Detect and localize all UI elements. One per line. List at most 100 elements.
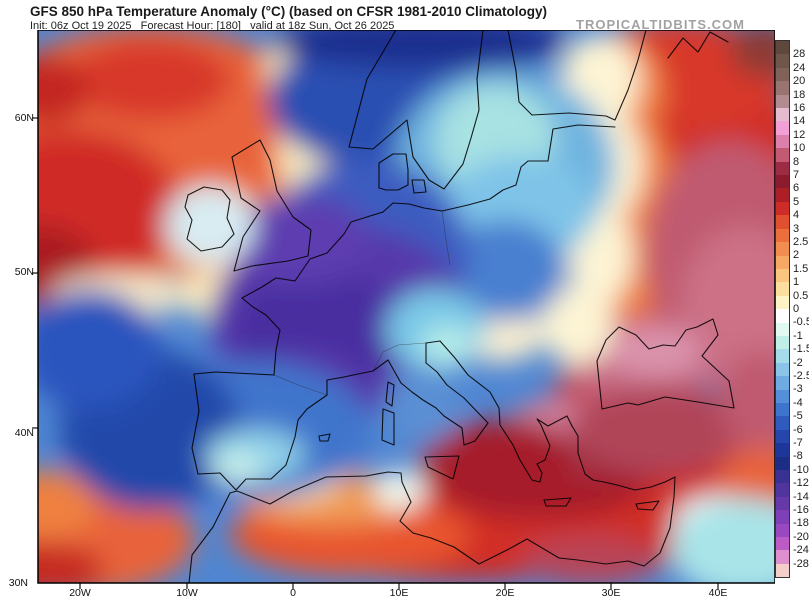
lat-label-60n: 60N bbox=[14, 112, 34, 124]
colorbar-segment bbox=[776, 201, 789, 216]
lat-label-40n: 40N bbox=[14, 427, 34, 439]
colorbar-label: -1.5 bbox=[793, 343, 809, 356]
colorbar-label: -4 bbox=[793, 396, 803, 409]
colorbar-segment bbox=[776, 456, 789, 470]
colorbar-segment bbox=[776, 470, 789, 484]
colorbar-label: 28 bbox=[793, 48, 806, 61]
anomaly-map bbox=[32, 30, 775, 589]
colorbar-label: -7 bbox=[793, 437, 803, 449]
anomaly-blob bbox=[212, 452, 264, 484]
anomaly-blob bbox=[70, 40, 230, 120]
colorbar-label: 0 bbox=[793, 303, 800, 315]
anomaly-blob bbox=[720, 350, 775, 450]
colorbar-segment bbox=[776, 295, 789, 310]
colorbar-segment bbox=[776, 376, 789, 390]
colorbar-label: 20 bbox=[793, 75, 806, 88]
lon-label-10e: 10E bbox=[389, 587, 409, 599]
colorbar-segment bbox=[776, 54, 789, 68]
lon-label-30e: 30E bbox=[601, 587, 621, 599]
colorbar-segment bbox=[776, 161, 789, 176]
anomaly-blob bbox=[607, 326, 703, 378]
colorbar-label: 16 bbox=[793, 102, 806, 114]
colorbar-label: -20 bbox=[793, 530, 809, 543]
colorbar-segment bbox=[776, 309, 789, 323]
colorbar-segment bbox=[776, 228, 789, 243]
colorbar-segment bbox=[776, 537, 789, 551]
colorbar-label: -6 bbox=[793, 423, 803, 436]
anomaly-blob bbox=[520, 535, 660, 583]
colorbar-segment bbox=[776, 108, 789, 122]
colorbar-label: -28 bbox=[793, 557, 809, 570]
lon-label-20w: 20W bbox=[69, 587, 91, 599]
init-forecast-line: Init: 06z Oct 19 2025 Forecast Hour: [18… bbox=[30, 20, 395, 32]
colorbar-label: -3 bbox=[793, 383, 803, 396]
lon-label-10w: 10W bbox=[176, 587, 198, 599]
colorbar-label: -2 bbox=[793, 356, 803, 369]
colorbar-label: 12 bbox=[793, 128, 806, 141]
colorbar-segment bbox=[776, 215, 789, 229]
colorbar-label: -16 bbox=[793, 504, 809, 516]
lat-label-30n: 30N bbox=[8, 577, 28, 589]
anomaly-blob bbox=[230, 195, 370, 285]
anomaly-blob bbox=[38, 470, 97, 540]
colorbar-label: 10 bbox=[793, 142, 806, 155]
colorbar-label: 14 bbox=[793, 115, 806, 128]
lon-label-20e: 20E bbox=[495, 587, 515, 599]
colorbar-segment bbox=[776, 81, 789, 95]
colorbar-segment bbox=[776, 429, 789, 444]
lon-label-0: 0 bbox=[290, 587, 296, 599]
colorbar-segment bbox=[776, 349, 789, 363]
colorbar-segment bbox=[776, 175, 789, 189]
anomaly-blob bbox=[670, 498, 775, 583]
colorbar-label: 0.5 bbox=[793, 289, 809, 302]
colorbar-label: 1 bbox=[793, 276, 800, 289]
colorbar-segment bbox=[776, 402, 789, 417]
colorbar-label: -12 bbox=[793, 477, 809, 490]
colorbar-label: 1.5 bbox=[793, 262, 809, 275]
anomaly-blob bbox=[38, 542, 105, 583]
colorbar-segment bbox=[776, 67, 789, 82]
colorbar-segment bbox=[776, 242, 789, 256]
colorbar-label: -5 bbox=[793, 410, 803, 423]
anomaly-blob bbox=[270, 30, 570, 68]
temperature-colorbar bbox=[775, 40, 790, 578]
tropicaltidbits-watermark: TROPICALTIDBITS.COM bbox=[576, 17, 745, 32]
colorbar-label: 18 bbox=[793, 88, 806, 101]
colorbar-segment bbox=[776, 483, 789, 497]
colorbar-segment bbox=[776, 523, 789, 538]
colorbar-label: 24 bbox=[793, 61, 806, 74]
anomaly-blob bbox=[38, 55, 90, 125]
anomaly-blob bbox=[570, 385, 750, 475]
colorbar-segment bbox=[776, 41, 789, 55]
page-title: GFS 850 hPa Temperature Anomaly (°C) (ba… bbox=[30, 4, 548, 19]
anomaly-blob bbox=[374, 470, 426, 510]
anomaly-blob bbox=[385, 365, 461, 445]
colorbar-segment bbox=[776, 94, 789, 109]
colorbar-label: 4 bbox=[793, 209, 800, 222]
colorbar-segment bbox=[776, 510, 789, 524]
anomaly-blob bbox=[730, 30, 775, 78]
colorbar-label: -2.5 bbox=[793, 370, 809, 382]
colorbar-label: 7 bbox=[793, 169, 800, 181]
colorbar-label: -8 bbox=[793, 450, 803, 463]
map-frame bbox=[37, 30, 775, 584]
colorbar-label: 2.5 bbox=[793, 236, 809, 248]
colorbar-label: -24 bbox=[793, 544, 809, 557]
anomaly-blob bbox=[38, 290, 160, 410]
colorbar-segment bbox=[776, 148, 789, 162]
colorbar-segment bbox=[776, 389, 789, 403]
anomaly-blob bbox=[165, 185, 255, 265]
colorbar-segment bbox=[776, 268, 789, 283]
colorbar-label: -10 bbox=[793, 463, 809, 476]
anomaly-blob bbox=[542, 285, 614, 365]
colorbar-segment bbox=[776, 188, 789, 202]
colorbar-label: 8 bbox=[793, 155, 800, 168]
colorbar-segment bbox=[776, 563, 789, 578]
colorbar-label: 5 bbox=[793, 195, 800, 208]
colorbar-label: -14 bbox=[793, 490, 809, 503]
colorbar-segment bbox=[776, 282, 789, 296]
colorbar-label: 6 bbox=[793, 182, 800, 195]
colorbar-segment bbox=[776, 416, 789, 430]
colorbar-segment bbox=[776, 322, 789, 336]
